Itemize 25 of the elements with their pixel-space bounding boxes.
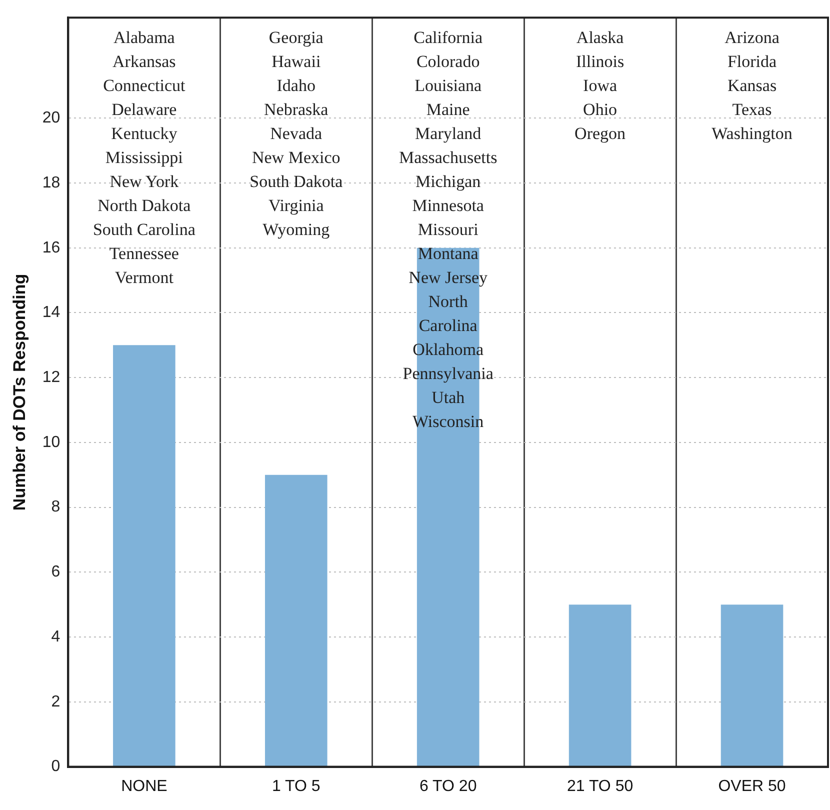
x-tick-label: 1 TO 5 xyxy=(272,778,320,795)
y-tick-label: 6 xyxy=(51,564,60,581)
bar xyxy=(720,604,784,766)
annotation: Arizona Florida Kansas Texas Washington xyxy=(712,26,792,145)
x-tick-label: OVER 50 xyxy=(718,778,786,795)
bar xyxy=(264,474,328,766)
y-tick-label: 12 xyxy=(42,369,60,386)
y-tick-label: 18 xyxy=(42,174,60,192)
x-tick-label: 21 TO 50 xyxy=(566,778,634,795)
y-tick-label: 2 xyxy=(51,693,60,710)
bar xyxy=(113,345,176,766)
annotation: Alaska Illinois Iowa Ohio Oregon xyxy=(574,26,626,145)
y-tick-label: 20 xyxy=(42,110,60,127)
y-tick-label: 8 xyxy=(51,498,60,516)
text: Alabama Arkansas Connecticut Delaware Kentucky Mississippi New York North Dakota South Carolina Tennessee Vermont xyxy=(92,28,196,287)
text: Georgia Hawaii Idaho Nebraska Nevada New Mexico South Dakota Virginia Wyoming xyxy=(250,28,343,239)
y-tick-label: 0 xyxy=(51,758,60,776)
y-tick-label: 16 xyxy=(42,239,60,256)
y-tick-label: 10 xyxy=(42,434,60,451)
x-tick-label: NONE xyxy=(121,778,168,795)
y-tick-label: 4 xyxy=(51,628,60,646)
y-tick-label: 14 xyxy=(42,304,60,322)
y-axis-title: Number of DOTs Responding xyxy=(10,274,29,511)
bar xyxy=(568,604,632,766)
x-tick-label: 6 TO 20 xyxy=(419,778,477,795)
